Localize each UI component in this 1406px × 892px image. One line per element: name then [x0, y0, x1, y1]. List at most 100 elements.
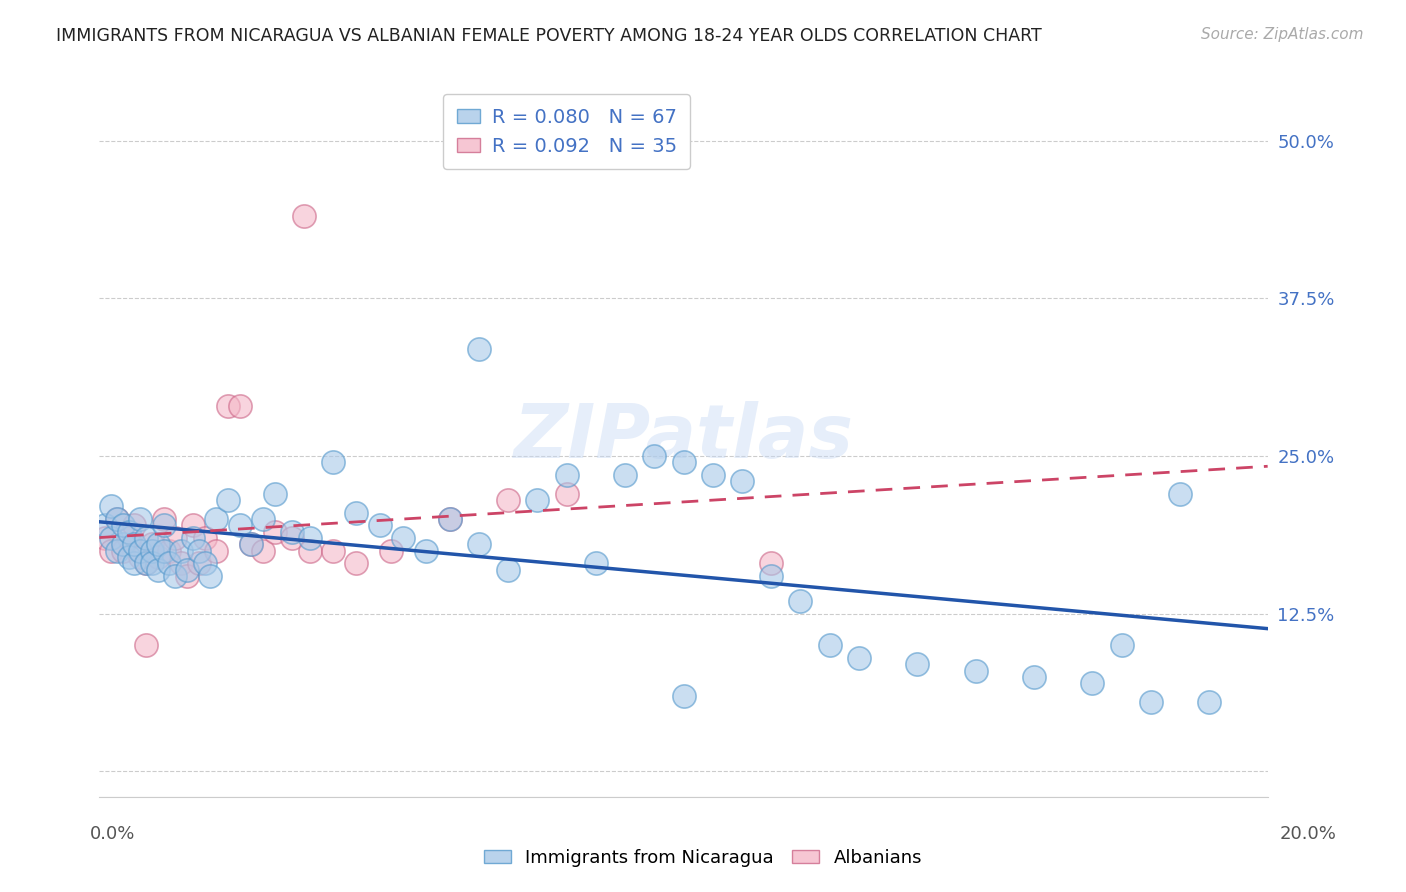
Immigrants from Nicaragua [193, 556, 215, 570]
Immigrants from Nicaragua [217, 493, 239, 508]
Albanians [205, 543, 228, 558]
Albanians [117, 531, 139, 545]
Immigrants from Nicaragua [135, 531, 157, 545]
Albanians [187, 556, 209, 570]
Immigrants from Nicaragua [415, 543, 437, 558]
Immigrants from Nicaragua [141, 556, 163, 570]
Immigrants from Nicaragua [614, 467, 637, 482]
Albanians [240, 537, 263, 551]
Albanians [380, 543, 402, 558]
Immigrants from Nicaragua [322, 455, 344, 469]
Immigrants from Nicaragua [1081, 676, 1104, 690]
Albanians [146, 549, 169, 564]
Immigrants from Nicaragua [181, 531, 204, 545]
Immigrants from Nicaragua [111, 537, 134, 551]
Albanians [217, 399, 239, 413]
Immigrants from Nicaragua [848, 651, 870, 665]
Immigrants from Nicaragua [1198, 695, 1220, 709]
Immigrants from Nicaragua [105, 512, 128, 526]
Albanians [141, 537, 163, 551]
Immigrants from Nicaragua [176, 563, 198, 577]
Albanians [165, 531, 187, 545]
Immigrants from Nicaragua [344, 506, 367, 520]
Immigrants from Nicaragua [789, 594, 811, 608]
Albanians [193, 531, 215, 545]
Immigrants from Nicaragua [111, 518, 134, 533]
Immigrants from Nicaragua [205, 512, 228, 526]
Immigrants from Nicaragua [141, 543, 163, 558]
Immigrants from Nicaragua [228, 518, 250, 533]
Albanians [129, 549, 152, 564]
Albanians [170, 556, 193, 570]
Immigrants from Nicaragua [152, 543, 174, 558]
Immigrants from Nicaragua [159, 556, 181, 570]
Immigrants from Nicaragua [702, 467, 724, 482]
Albanians [159, 543, 181, 558]
Immigrants from Nicaragua [905, 657, 928, 672]
Text: 0.0%: 0.0% [90, 825, 135, 843]
Immigrants from Nicaragua [672, 689, 695, 703]
Albanians [111, 543, 134, 558]
Immigrants from Nicaragua [170, 543, 193, 558]
Text: 20.0%: 20.0% [1279, 825, 1336, 843]
Immigrants from Nicaragua [1111, 638, 1133, 652]
Immigrants from Nicaragua [200, 569, 222, 583]
Albanians [292, 209, 315, 223]
Immigrants from Nicaragua [240, 537, 263, 551]
Immigrants from Nicaragua [165, 569, 187, 583]
Albanians [759, 556, 782, 570]
Immigrants from Nicaragua [146, 563, 169, 577]
Albanians [135, 638, 157, 652]
Albanians [439, 512, 461, 526]
Albanians [124, 518, 146, 533]
Albanians [152, 512, 174, 526]
Immigrants from Nicaragua [124, 537, 146, 551]
Immigrants from Nicaragua [1140, 695, 1163, 709]
Immigrants from Nicaragua [643, 449, 665, 463]
Immigrants from Nicaragua [187, 543, 209, 558]
Immigrants from Nicaragua [1168, 487, 1191, 501]
Immigrants from Nicaragua [496, 563, 519, 577]
Text: IMMIGRANTS FROM NICARAGUA VS ALBANIAN FEMALE POVERTY AMONG 18-24 YEAR OLDS CORRE: IMMIGRANTS FROM NICARAGUA VS ALBANIAN FE… [56, 27, 1042, 45]
Immigrants from Nicaragua [263, 487, 285, 501]
Albanians [100, 543, 122, 558]
Immigrants from Nicaragua [105, 543, 128, 558]
Albanians [496, 493, 519, 508]
Legend: R = 0.080   N = 67, R = 0.092   N = 35: R = 0.080 N = 67, R = 0.092 N = 35 [443, 95, 690, 169]
Immigrants from Nicaragua [672, 455, 695, 469]
Immigrants from Nicaragua [731, 475, 754, 489]
Immigrants from Nicaragua [555, 467, 578, 482]
Albanians [555, 487, 578, 501]
Albanians [176, 569, 198, 583]
Albanians [322, 543, 344, 558]
Albanians [105, 512, 128, 526]
Immigrants from Nicaragua [818, 638, 841, 652]
Immigrants from Nicaragua [298, 531, 321, 545]
Immigrants from Nicaragua [439, 512, 461, 526]
Immigrants from Nicaragua [392, 531, 415, 545]
Immigrants from Nicaragua [146, 537, 169, 551]
Immigrants from Nicaragua [585, 556, 607, 570]
Immigrants from Nicaragua [468, 342, 491, 356]
Immigrants from Nicaragua [100, 500, 122, 514]
Immigrants from Nicaragua [117, 549, 139, 564]
Immigrants from Nicaragua [100, 531, 122, 545]
Immigrants from Nicaragua [526, 493, 548, 508]
Immigrants from Nicaragua [965, 664, 987, 678]
Immigrants from Nicaragua [129, 543, 152, 558]
Text: Source: ZipAtlas.com: Source: ZipAtlas.com [1201, 27, 1364, 42]
Immigrants from Nicaragua [124, 556, 146, 570]
Immigrants from Nicaragua [117, 524, 139, 539]
Albanians [135, 556, 157, 570]
Text: ZIPatlas: ZIPatlas [513, 401, 853, 474]
Albanians [298, 543, 321, 558]
Legend: Immigrants from Nicaragua, Albanians: Immigrants from Nicaragua, Albanians [477, 842, 929, 874]
Immigrants from Nicaragua [759, 569, 782, 583]
Albanians [228, 399, 250, 413]
Immigrants from Nicaragua [152, 518, 174, 533]
Immigrants from Nicaragua [135, 556, 157, 570]
Immigrants from Nicaragua [1022, 670, 1045, 684]
Immigrants from Nicaragua [252, 512, 274, 526]
Albanians [94, 531, 117, 545]
Immigrants from Nicaragua [94, 518, 117, 533]
